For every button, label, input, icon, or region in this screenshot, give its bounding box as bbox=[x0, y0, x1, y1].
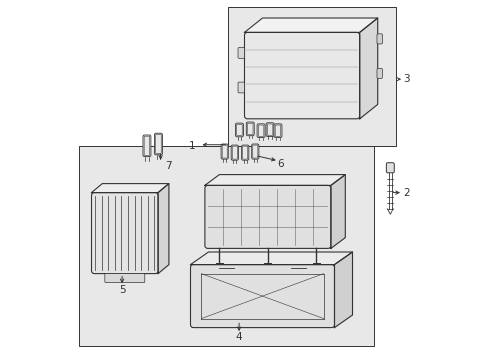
FancyBboxPatch shape bbox=[246, 122, 254, 136]
FancyBboxPatch shape bbox=[376, 68, 382, 78]
FancyBboxPatch shape bbox=[204, 185, 330, 248]
Text: 6: 6 bbox=[277, 159, 283, 169]
Text: 3: 3 bbox=[403, 74, 409, 84]
FancyBboxPatch shape bbox=[142, 135, 151, 157]
FancyBboxPatch shape bbox=[231, 145, 238, 160]
FancyBboxPatch shape bbox=[91, 193, 158, 274]
Polygon shape bbox=[359, 18, 377, 119]
Bar bbox=[228, 7, 395, 146]
FancyBboxPatch shape bbox=[273, 124, 282, 138]
Text: 5: 5 bbox=[119, 285, 125, 295]
FancyBboxPatch shape bbox=[257, 124, 264, 138]
Polygon shape bbox=[190, 252, 352, 265]
Text: 2: 2 bbox=[403, 188, 409, 198]
Polygon shape bbox=[334, 252, 352, 328]
Polygon shape bbox=[244, 18, 377, 32]
FancyBboxPatch shape bbox=[104, 274, 144, 283]
Bar bbox=[79, 146, 373, 346]
Polygon shape bbox=[158, 184, 168, 274]
FancyBboxPatch shape bbox=[241, 145, 248, 160]
FancyBboxPatch shape bbox=[235, 123, 243, 137]
FancyBboxPatch shape bbox=[376, 34, 382, 44]
Polygon shape bbox=[91, 184, 168, 193]
Polygon shape bbox=[204, 175, 345, 185]
FancyBboxPatch shape bbox=[251, 144, 258, 159]
Polygon shape bbox=[330, 175, 345, 248]
FancyBboxPatch shape bbox=[244, 32, 359, 119]
FancyBboxPatch shape bbox=[238, 82, 244, 93]
FancyBboxPatch shape bbox=[265, 123, 273, 136]
Text: 7: 7 bbox=[165, 161, 172, 171]
Text: 1: 1 bbox=[188, 141, 195, 151]
FancyBboxPatch shape bbox=[154, 133, 162, 155]
FancyBboxPatch shape bbox=[386, 163, 393, 173]
FancyBboxPatch shape bbox=[221, 144, 228, 159]
FancyBboxPatch shape bbox=[190, 265, 334, 328]
FancyBboxPatch shape bbox=[238, 48, 244, 58]
Text: 4: 4 bbox=[235, 332, 242, 342]
